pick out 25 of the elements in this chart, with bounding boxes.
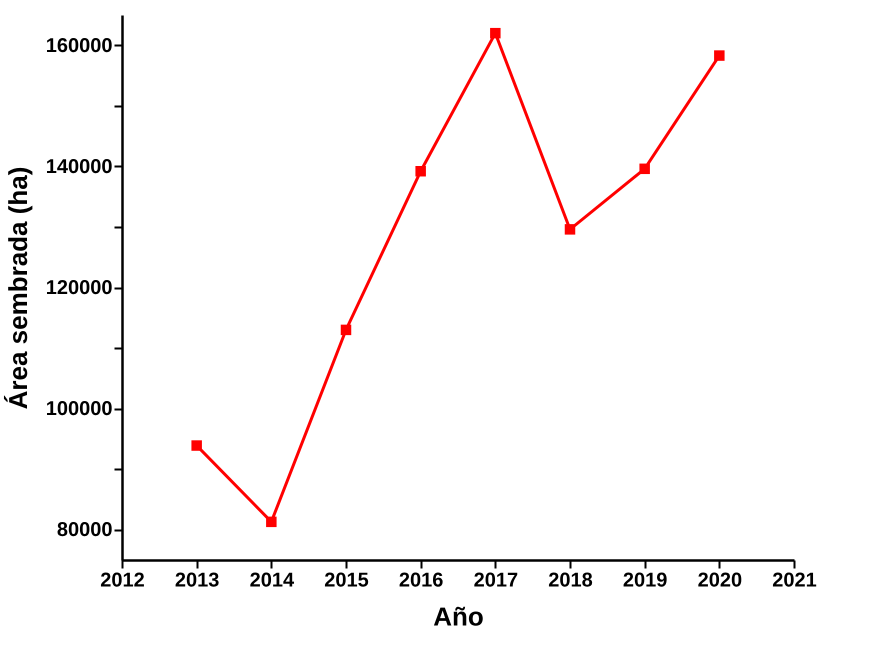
y-tick-label: 120000 bbox=[46, 277, 112, 299]
x-tick-label: 2021 bbox=[772, 570, 817, 592]
x-tick-label: 2012 bbox=[100, 570, 145, 592]
y-tick-label: 80000 bbox=[56, 519, 112, 542]
x-axis-title: Año bbox=[433, 602, 484, 632]
point bbox=[490, 28, 501, 38]
point bbox=[564, 224, 576, 235]
point bbox=[714, 50, 725, 61]
x-tick-label: 2013 bbox=[174, 570, 220, 592]
x-tick-label: 2016 bbox=[398, 570, 444, 592]
x-tick-label: 2018 bbox=[548, 570, 593, 592]
x-tick-label: 2017 bbox=[474, 570, 518, 592]
y-tick-label: 140000 bbox=[46, 156, 112, 178]
x-tick-label: 2015 bbox=[324, 570, 369, 592]
point bbox=[415, 166, 426, 176]
y-tick-label: 160000 bbox=[46, 34, 112, 57]
point bbox=[266, 516, 277, 528]
x-tick-label: 2014 bbox=[250, 570, 295, 592]
point bbox=[639, 164, 650, 174]
x-tick-label: 2019 bbox=[622, 570, 668, 592]
y-tick-label: 100000 bbox=[46, 398, 112, 420]
x-tick-label: 2020 bbox=[698, 570, 742, 592]
y-axis-title: Área sembrada (ha) bbox=[2, 166, 33, 410]
point bbox=[340, 324, 352, 336]
point bbox=[191, 440, 202, 451]
